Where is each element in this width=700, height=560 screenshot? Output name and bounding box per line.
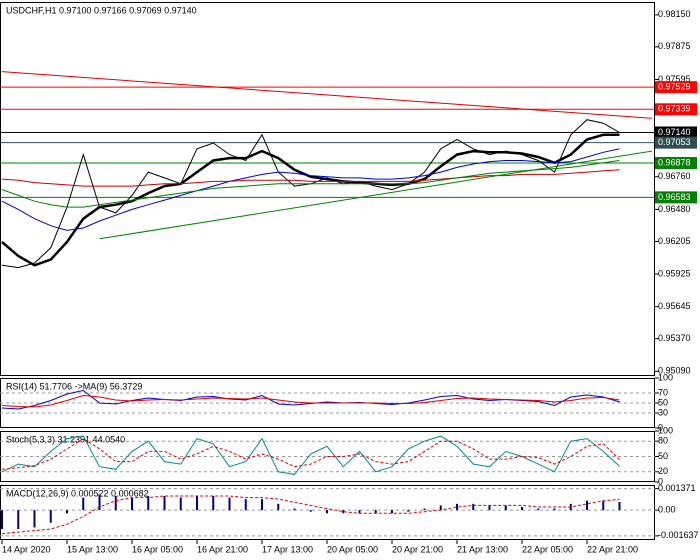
x-tick-label: 14 Apr 2020	[2, 544, 51, 554]
level-label: 0.96583	[658, 192, 691, 202]
y-tick-label: 0.95645	[658, 301, 691, 311]
y-tick-label: 50	[658, 397, 668, 407]
y-tick-label: 0.96205	[658, 236, 691, 246]
pane-title: RSI(14) 51.7706 ->MA(9) 56.3729	[6, 381, 142, 391]
series-line	[1, 148, 620, 231]
y-tick-label: 80	[658, 436, 668, 446]
x-tick-label: 16 Apr 21:00	[197, 544, 248, 554]
x-tick-label: 20 Apr 05:00	[327, 544, 378, 554]
y-tick-label: 0.97875	[658, 41, 691, 51]
x-tick-label: 22 Apr 05:00	[522, 544, 573, 554]
x-tick-label: 20 Apr 21:00	[392, 544, 443, 554]
y-tick-label: 0.95370	[658, 333, 691, 343]
level-box	[655, 136, 697, 149]
series-line	[1, 495, 620, 535]
y-tick-label: 30	[658, 407, 668, 417]
y-tick-label: 50	[658, 451, 668, 461]
y-tick-label: 0.95090	[658, 366, 691, 376]
level-box	[655, 126, 697, 139]
x-tick-label: 17 Apr 13:00	[262, 544, 313, 554]
level-box	[655, 81, 697, 94]
series-line	[1, 394, 620, 408]
y-tick-label: -0.001637	[658, 530, 699, 540]
x-tick-label: 21 Apr 13:00	[457, 544, 508, 554]
y-tick-label: 100	[658, 425, 673, 435]
y-tick-label: 0.98150	[658, 9, 691, 19]
x-tick-label: 22 Apr 21:00	[587, 544, 638, 554]
level-label: 0.97140	[658, 127, 691, 137]
level-label: 0.97339	[658, 104, 691, 114]
series-line	[99, 150, 653, 240]
series-line	[1, 438, 620, 470]
y-tick-label: 100	[658, 372, 673, 382]
series-line	[1, 169, 620, 187]
level-label: 0.97529	[658, 82, 691, 92]
y-tick-label: 0.95925	[658, 268, 691, 278]
y-tick-label: 0.97595	[658, 74, 691, 84]
level-label: 0.96878	[658, 157, 691, 167]
series-line	[1, 435, 620, 475]
series-line	[1, 71, 653, 119]
y-tick-label: 70	[658, 387, 668, 397]
level-box	[655, 157, 697, 170]
pane-title: MACD(12,26,9) 0.000522 0.000682	[6, 488, 149, 498]
x-tick-label: 16 Apr 05:00	[132, 544, 183, 554]
series-line	[1, 160, 620, 208]
level-box	[655, 191, 697, 204]
series-line	[1, 133, 620, 267]
y-tick-label: 0.00	[658, 505, 676, 515]
y-tick-label: 0	[658, 476, 663, 486]
pane-title: USDCHF,H1 0.97100 0.97166 0.97069 0.9714…	[6, 5, 197, 15]
y-tick-label: 0.96760	[658, 171, 691, 181]
y-tick-label: 20	[658, 466, 668, 476]
pane-frame	[0, 485, 655, 540]
level-box	[655, 103, 697, 116]
pane-frame	[0, 2, 655, 376]
x-tick-label: 15 Apr 13:00	[67, 544, 118, 554]
y-tick-label: 0.96480	[658, 204, 691, 214]
y-tick-label: 0.001371	[658, 483, 696, 493]
level-label: 0.97053	[658, 137, 691, 147]
y-tick-label: 0	[658, 422, 663, 432]
